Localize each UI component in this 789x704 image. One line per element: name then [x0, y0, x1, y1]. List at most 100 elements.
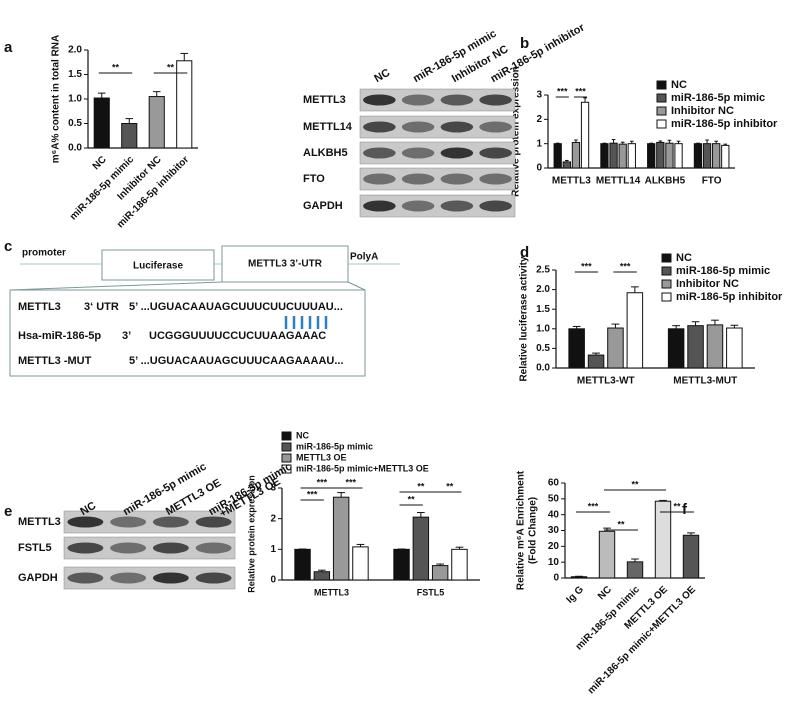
- bar: [93, 97, 110, 149]
- blot-band: [363, 147, 396, 159]
- y-axis-label: Relative protein expression: [246, 475, 256, 593]
- y-axis-label: Relative protein expression: [511, 66, 522, 197]
- y-tick-label: 3: [270, 483, 276, 494]
- significance-label: ***: [557, 86, 568, 96]
- significance-label: ***: [575, 86, 586, 96]
- legend-swatch: [661, 292, 672, 302]
- bar: [674, 143, 683, 169]
- diagram-c: c promoter Luciferase METTL3 3’-UTR Poly…: [4, 238, 400, 377]
- luciferase-box: [101, 249, 215, 281]
- y-tick-label: 0.5: [536, 343, 550, 354]
- y-axis-label: (Fold Change): [528, 497, 539, 564]
- blot-band: [401, 200, 435, 212]
- promoter-label: promoter: [22, 248, 66, 259]
- x-tick-label: Ig G: [564, 584, 586, 606]
- legend-swatch: [661, 266, 672, 276]
- y-axis-label: m⁶A% content in total RNA: [51, 35, 62, 164]
- legend-label: miR-186-5p inhibitor: [676, 291, 783, 303]
- y-tick-label: 0.5: [68, 118, 82, 129]
- seq-name: Hsa-miR-186-5p: [18, 330, 101, 342]
- bar: [609, 142, 618, 169]
- seq-end: 3’: [122, 330, 131, 342]
- y-tick-label: 1: [536, 138, 542, 149]
- legend-swatch: [656, 119, 667, 129]
- y-tick-label: 20: [548, 541, 560, 552]
- blot-strip: [63, 510, 236, 534]
- significance-label: ***: [307, 489, 318, 499]
- x-tick-label: ALKBH5: [645, 176, 686, 187]
- bar: [571, 141, 581, 169]
- significance-label: **: [167, 62, 175, 72]
- blot-row-label: ALKBH5: [303, 147, 348, 159]
- blot-band: [363, 173, 396, 185]
- x-tick-label: METTL3: [552, 176, 591, 187]
- blot-band: [110, 516, 147, 528]
- bar: [626, 561, 644, 579]
- bar: [627, 143, 636, 169]
- blot-band: [195, 516, 232, 528]
- blot-band: [401, 94, 435, 106]
- bar: [148, 96, 165, 149]
- seq-name: METTL3: [18, 301, 61, 313]
- y-tick-label: 1.0: [536, 323, 550, 334]
- seq-name: METTL3 -MUT: [18, 355, 92, 367]
- legend-swatch: [281, 442, 292, 452]
- legend-swatch: [661, 253, 672, 263]
- blot-band: [110, 572, 147, 584]
- bar: [568, 328, 585, 369]
- blot-band: [440, 147, 474, 159]
- x-tick-label: METTL3-WT: [577, 376, 635, 387]
- blot-strip: [359, 194, 516, 218]
- legend-label: miR-186-5p mimic: [296, 441, 373, 451]
- x-tick-label: METTL14: [596, 176, 641, 187]
- legend-label: miR-186-5p mimic+METTL3 OE: [296, 463, 429, 473]
- panel-label: d: [520, 244, 529, 261]
- x-tick-label: METTL3-MUT: [673, 376, 737, 387]
- significance-label: ***: [588, 501, 599, 511]
- bar: [647, 143, 656, 169]
- significance-label: ***: [620, 261, 631, 271]
- legend-label: NC: [671, 79, 687, 91]
- bar: [654, 500, 672, 579]
- utr-label: METTL3 3’-UTR: [248, 259, 323, 270]
- blot-row-label: METTL3: [18, 516, 61, 528]
- bar: [687, 325, 704, 369]
- bar: [313, 571, 331, 581]
- bar: [702, 143, 712, 169]
- bar: [431, 565, 449, 581]
- seq: UCGGGUUUUCCUCUUAAGAAAC: [149, 330, 326, 342]
- blot-band: [440, 94, 474, 106]
- bar: [580, 101, 590, 169]
- blot-band: [195, 572, 232, 584]
- blot-strip: [359, 115, 516, 139]
- seq-utr: 3‘ UTR: [84, 301, 119, 313]
- significance-label: ***: [317, 477, 328, 487]
- blot-band: [401, 173, 435, 185]
- significance-label: **: [673, 501, 681, 511]
- significance-label: **: [417, 481, 425, 491]
- blot-band: [67, 542, 104, 554]
- y-tick-label: 30: [548, 525, 560, 536]
- y-tick-label: 0: [553, 573, 559, 584]
- blot-band: [152, 542, 189, 554]
- blot-band: [440, 121, 474, 133]
- blot-band: [440, 173, 474, 185]
- bar: [682, 534, 700, 579]
- legend-swatch: [281, 453, 292, 463]
- panel-label: e: [4, 503, 12, 520]
- blot-row-label: GAPDH: [303, 200, 343, 212]
- legend-swatch: [656, 93, 667, 103]
- legend-swatch: [281, 464, 292, 474]
- bar: [721, 144, 730, 169]
- bar: [600, 143, 609, 169]
- bar: [607, 327, 624, 369]
- panel-label: b: [520, 35, 529, 52]
- utr-box: [221, 245, 349, 283]
- blot-lane-label: NC: [372, 67, 392, 85]
- legend-label: miR-186-5p mimic: [676, 265, 770, 277]
- y-tick-label: 2.5: [536, 265, 550, 276]
- blot-strip: [63, 536, 236, 560]
- bar: [693, 143, 703, 169]
- blot-band: [479, 94, 512, 106]
